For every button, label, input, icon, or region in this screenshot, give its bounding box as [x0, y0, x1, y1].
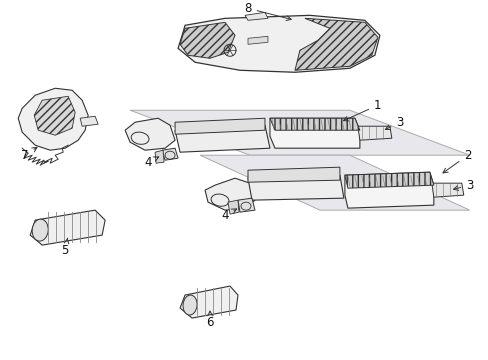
Polygon shape — [178, 15, 379, 72]
Polygon shape — [244, 12, 267, 20]
Polygon shape — [18, 88, 88, 150]
Polygon shape — [130, 110, 469, 155]
Text: 2: 2 — [442, 149, 470, 173]
Polygon shape — [175, 125, 269, 152]
Polygon shape — [238, 198, 254, 212]
Polygon shape — [269, 118, 359, 130]
Polygon shape — [247, 175, 343, 200]
Polygon shape — [344, 172, 433, 188]
Polygon shape — [200, 155, 469, 210]
Polygon shape — [269, 118, 359, 148]
Polygon shape — [247, 167, 339, 182]
Text: 8: 8 — [244, 2, 291, 21]
Polygon shape — [357, 126, 391, 140]
Polygon shape — [125, 118, 175, 150]
Text: 4: 4 — [144, 156, 158, 169]
Polygon shape — [180, 22, 235, 58]
Text: 5: 5 — [61, 238, 69, 257]
Text: 3: 3 — [453, 179, 472, 192]
Polygon shape — [155, 150, 164, 163]
Ellipse shape — [32, 219, 48, 241]
Polygon shape — [227, 200, 239, 214]
Ellipse shape — [183, 295, 197, 315]
Text: 3: 3 — [385, 116, 403, 130]
Polygon shape — [80, 116, 98, 126]
Text: 1: 1 — [343, 99, 381, 121]
Polygon shape — [180, 286, 238, 318]
Polygon shape — [34, 96, 75, 135]
Text: 4: 4 — [221, 209, 236, 222]
Polygon shape — [247, 36, 267, 44]
Polygon shape — [294, 18, 377, 70]
Text: 6: 6 — [206, 311, 213, 329]
Text: 7: 7 — [21, 147, 37, 162]
Polygon shape — [30, 210, 105, 245]
Polygon shape — [162, 148, 178, 160]
Polygon shape — [204, 178, 254, 210]
Polygon shape — [344, 172, 433, 208]
Polygon shape — [175, 118, 264, 134]
Polygon shape — [431, 183, 463, 197]
